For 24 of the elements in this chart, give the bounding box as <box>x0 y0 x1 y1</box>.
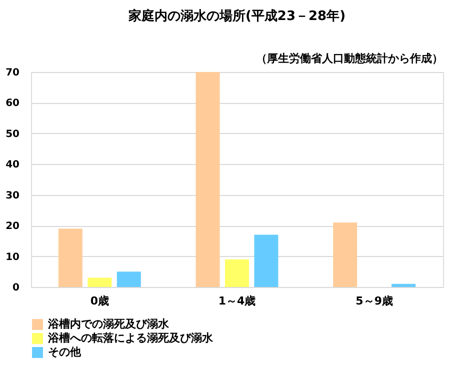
y-tick-label: 70 <box>6 68 20 78</box>
y-tick-label: 20 <box>6 221 20 232</box>
text: （厚生労働省人口動態統計から作成） <box>256 52 443 65</box>
bar <box>58 228 82 287</box>
x-tick-label: 0歳 <box>90 294 109 308</box>
chart-title: 家庭内の溺水の場所(平成23－28年) <box>127 8 346 24</box>
x-tick-label: 1～4歳 <box>218 294 256 308</box>
y-tick-label: 60 <box>6 98 20 110</box>
bar <box>225 259 249 287</box>
bar <box>116 272 141 287</box>
y-tick-label: 0 <box>12 282 20 294</box>
y-tick-label: 40 <box>6 160 20 171</box>
y-tick-label: 10 <box>6 252 20 263</box>
bar <box>88 278 112 287</box>
bar <box>392 284 416 287</box>
legend-label: 浴槽への転落による溺死及び溺水 <box>47 332 214 344</box>
bar <box>333 222 358 287</box>
y-tick-label: 50 <box>6 128 20 140</box>
legend-label: その他 <box>48 346 82 358</box>
bar <box>196 72 220 287</box>
x-tick-label: 5～9歳 <box>356 294 393 308</box>
legend-label: 浴槽内での溺死及び溺水 <box>47 318 170 330</box>
bar <box>254 234 278 287</box>
y-tick-label: 30 <box>6 190 20 202</box>
